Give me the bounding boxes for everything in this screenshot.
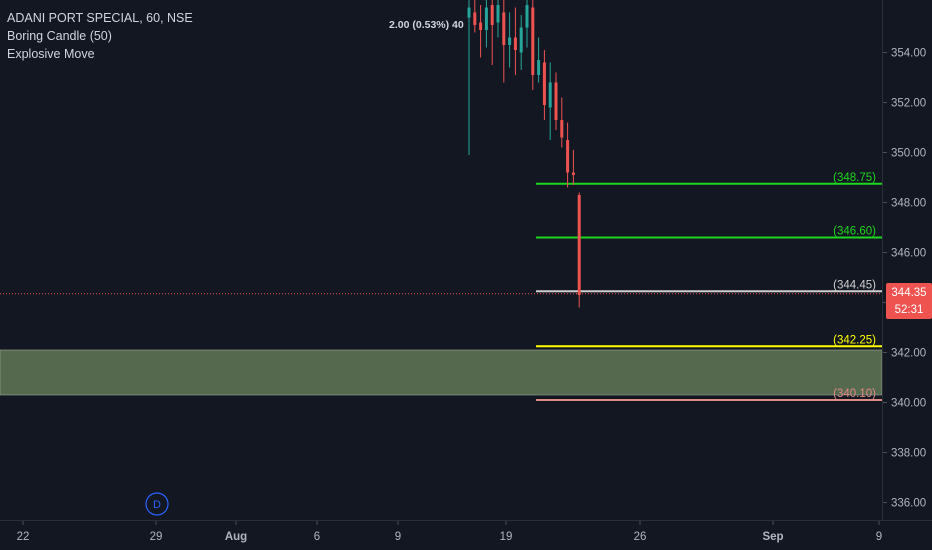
time-tick-label-1: 29 bbox=[150, 531, 163, 543]
time-tick-label-3: 6 bbox=[314, 531, 320, 543]
event-marker-label: D bbox=[153, 499, 161, 511]
price-tick-label-7: 350.00 bbox=[891, 148, 926, 160]
candle-body-7 bbox=[508, 37, 512, 45]
candle-body-3 bbox=[484, 7, 488, 30]
candle-body-2 bbox=[479, 22, 483, 30]
time-tick-label-7: Sep bbox=[762, 531, 783, 543]
candle-body-19 bbox=[577, 195, 581, 295]
candle-body-18 bbox=[571, 172, 575, 175]
price-tick-label-5: 346.00 bbox=[891, 248, 926, 260]
indicator-explosive-move[interactable]: Explosive Move bbox=[7, 47, 95, 61]
candle-body-13 bbox=[542, 62, 546, 105]
time-tick-label-2: Aug bbox=[225, 531, 247, 543]
time-tick-label-6: 26 bbox=[634, 531, 647, 543]
time-tick-label-8: 9 bbox=[876, 531, 882, 543]
event-marker-d[interactable]: D bbox=[145, 492, 169, 516]
demand-zone-layer bbox=[0, 349, 883, 396]
level-label-1: (346.60) bbox=[833, 226, 876, 238]
level-label-0: (348.75) bbox=[833, 172, 876, 184]
price-tick-label-8: 352.00 bbox=[891, 98, 926, 110]
demand-zone-rect bbox=[0, 349, 883, 396]
price-tick-label-3: 342.00 bbox=[891, 348, 926, 360]
time-tick-label-0: 22 bbox=[17, 531, 30, 543]
level-lines-layer: (348.75) (346.60) (344.45) (342.25) (340.10) bbox=[536, 172, 882, 401]
indicator-boring-candle[interactable]: Boring Candle (50) bbox=[7, 29, 112, 43]
last-price-value: 344.35 bbox=[891, 287, 926, 299]
candle-body-9 bbox=[519, 27, 523, 53]
price-tick-label-9: 354.00 bbox=[891, 48, 926, 60]
event-marker-circle bbox=[145, 492, 169, 516]
price-axis[interactable]: 336.00338.00340.00342.00344.00346.00348.… bbox=[883, 48, 926, 510]
candle-body-11 bbox=[531, 7, 535, 75]
time-tick-label-5: 19 bbox=[500, 531, 513, 543]
countdown-value: 52:31 bbox=[895, 304, 924, 316]
level-label-4: (340.10) bbox=[833, 388, 876, 400]
level-label-3: (342.25) bbox=[833, 334, 876, 346]
candles-layer bbox=[467, 0, 581, 308]
symbol-title[interactable]: ADANI PORT SPECIAL, 60, NSE bbox=[7, 11, 193, 25]
candle-body-4 bbox=[490, 5, 494, 25]
level-label-2: (344.45) bbox=[833, 279, 876, 291]
price-change-label: 2.00 (0.53%) 40 bbox=[389, 19, 464, 31]
price-tick-label-0: 336.00 bbox=[891, 498, 926, 510]
time-tick-label-4: 9 bbox=[395, 531, 401, 543]
candle-body-17 bbox=[566, 140, 570, 173]
candle-body-0 bbox=[467, 7, 471, 18]
candle-body-15 bbox=[554, 82, 558, 120]
last-price-tag-box bbox=[886, 283, 932, 319]
price-tick-label-1: 338.00 bbox=[891, 448, 926, 460]
candle-body-1 bbox=[473, 12, 477, 25]
candle-body-10 bbox=[525, 5, 529, 28]
last-price-tag: 344.35 52:31 bbox=[886, 283, 932, 319]
price-tick-label-6: 348.00 bbox=[891, 198, 926, 210]
candle-body-5 bbox=[496, 5, 500, 23]
candle-body-14 bbox=[548, 82, 552, 108]
time-axis[interactable]: 22 29 Aug 6 9 19 26 Sep 9 bbox=[17, 521, 883, 543]
candle-body-16 bbox=[560, 120, 564, 138]
candle-body-12 bbox=[537, 60, 541, 75]
candle-body-6 bbox=[502, 12, 506, 45]
candle-body-8 bbox=[513, 37, 517, 50]
price-tick-label-2: 340.00 bbox=[891, 398, 926, 410]
chart-legend: ADANI PORT SPECIAL, 60, NSE Boring Candl… bbox=[7, 9, 193, 63]
